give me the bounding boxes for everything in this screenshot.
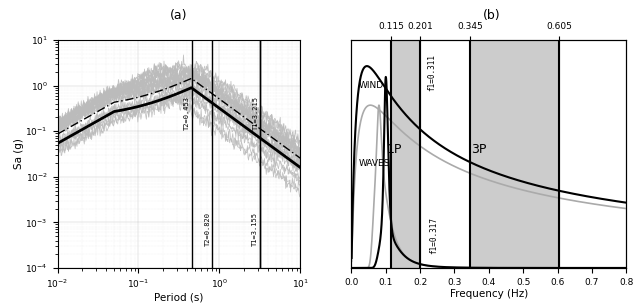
Text: (a): (a) <box>170 9 188 22</box>
Text: T2=0.453: T2=0.453 <box>184 96 190 130</box>
Text: (b): (b) <box>483 9 501 22</box>
Text: f1=0.311: f1=0.311 <box>427 54 436 91</box>
Text: T1=3.215: T1=3.215 <box>253 96 259 130</box>
Text: WAVES: WAVES <box>359 159 390 168</box>
Y-axis label: Sa (g): Sa (g) <box>14 139 24 169</box>
Text: WIND: WIND <box>359 81 384 90</box>
X-axis label: Period (s): Period (s) <box>154 293 204 303</box>
Text: f1=0.317: f1=0.317 <box>429 217 438 254</box>
Bar <box>391 40 420 268</box>
Text: T2=0.820: T2=0.820 <box>205 212 211 246</box>
Text: T1=3.155: T1=3.155 <box>252 212 258 246</box>
Bar <box>470 40 559 268</box>
Text: 3P: 3P <box>472 143 487 156</box>
Text: 1P: 1P <box>387 143 402 156</box>
X-axis label: Frequency (Hz): Frequency (Hz) <box>450 290 528 299</box>
